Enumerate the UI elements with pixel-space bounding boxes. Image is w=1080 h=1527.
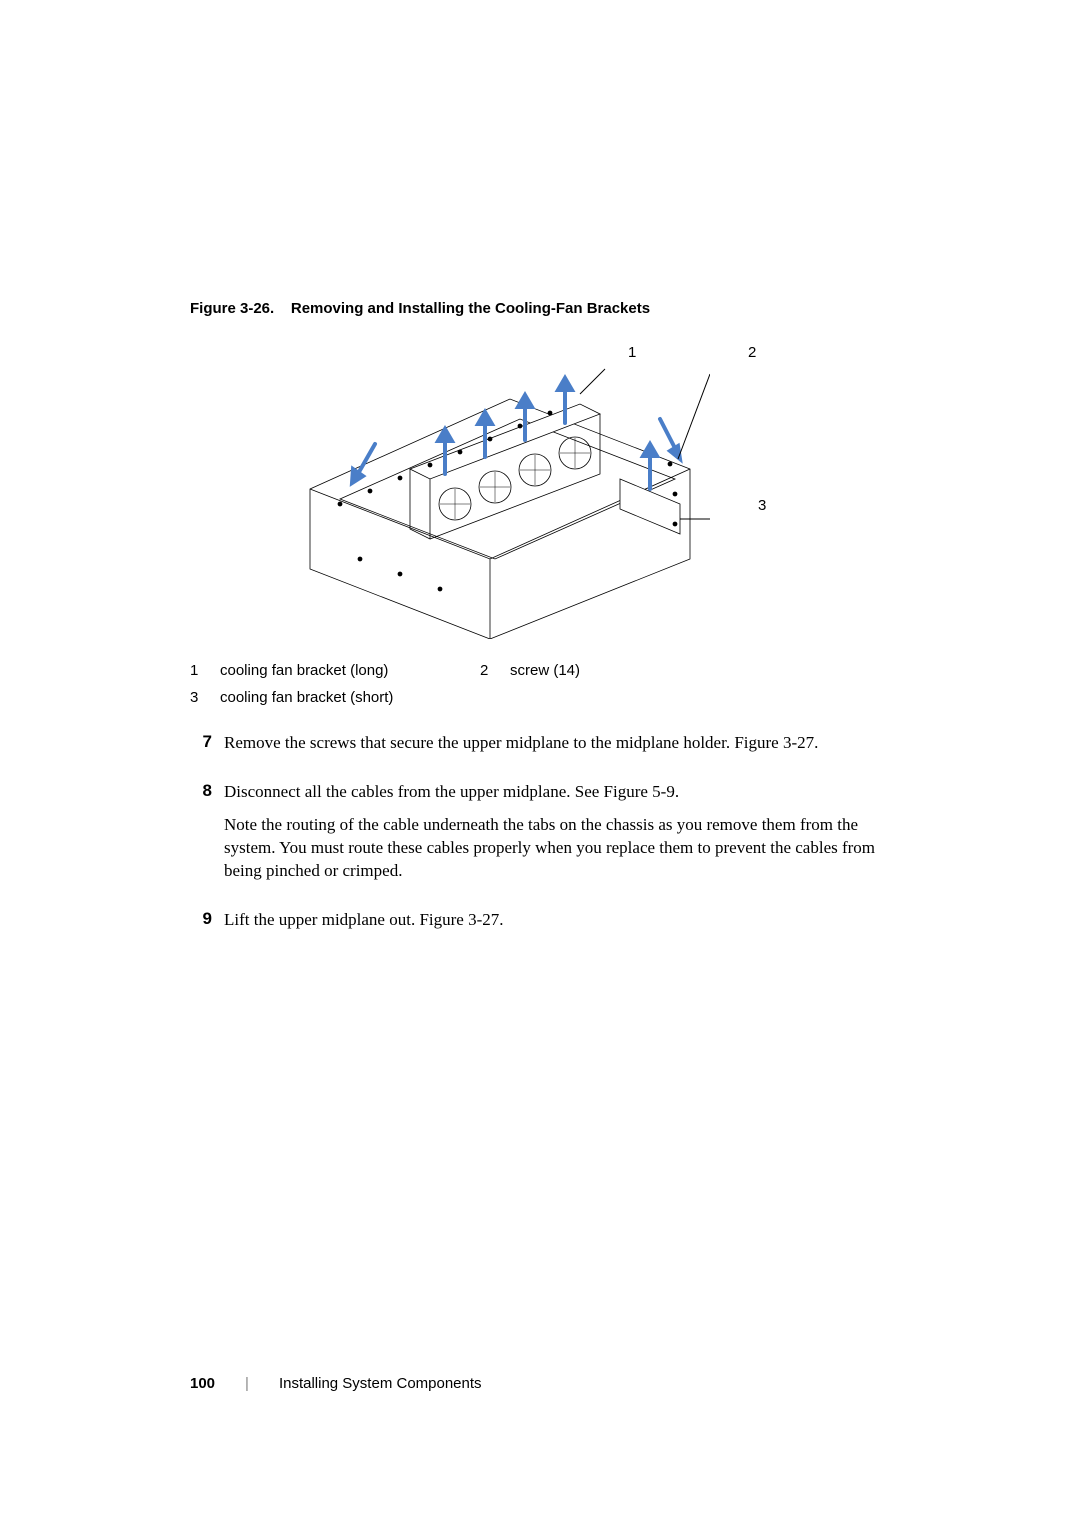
legend-num: 2 — [480, 662, 510, 679]
legend-row: 3 cooling fan bracket (short) — [190, 689, 900, 706]
section-title: Installing System Components — [279, 1375, 482, 1392]
figure-diagram: 1 2 3 — [280, 339, 760, 644]
step-body: Remove the screws that secure the upper … — [224, 732, 900, 765]
step-text: Disconnect all the cables from the upper… — [224, 781, 900, 804]
step-item: 9 Lift the upper midplane out. Figure 3-… — [190, 909, 900, 942]
step-number: 7 — [190, 732, 224, 765]
document-page: Figure 3-26. Removing and Installing the… — [0, 0, 1080, 1527]
instruction-steps: 7 Remove the screws that secure the uppe… — [190, 732, 900, 942]
legend-row: 1 cooling fan bracket (long) 2 screw (14… — [190, 662, 900, 679]
step-number: 8 — [190, 781, 224, 893]
step-body: Lift the upper midplane out. Figure 3-27… — [224, 909, 900, 942]
legend-num: 3 — [190, 689, 220, 706]
callout-3: 3 — [758, 497, 766, 514]
figure-legend: 1 cooling fan bracket (long) 2 screw (14… — [190, 662, 900, 706]
figure-title: Figure 3-26. Removing and Installing the… — [190, 300, 900, 317]
step-item: 7 Remove the screws that secure the uppe… — [190, 732, 900, 765]
step-text: Lift the upper midplane out. Figure 3-27… — [224, 909, 900, 932]
callout-2: 2 — [748, 344, 756, 361]
figure-label: Figure 3-26. — [190, 300, 274, 317]
legend-text: cooling fan bracket (short) — [220, 689, 480, 706]
page-footer: 100 | Installing System Components — [190, 1375, 482, 1392]
footer-separator: | — [245, 1375, 249, 1392]
step-body: Disconnect all the cables from the upper… — [224, 781, 900, 893]
callout-1: 1 — [628, 344, 636, 361]
step-number: 9 — [190, 909, 224, 942]
step-text: Remove the screws that secure the upper … — [224, 732, 900, 755]
legend-text: cooling fan bracket (long) — [220, 662, 480, 679]
figure-caption: Removing and Installing the Cooling-Fan … — [291, 300, 650, 317]
legend-num: 1 — [190, 662, 220, 679]
legend-text: screw (14) — [510, 662, 770, 679]
step-item: 8 Disconnect all the cables from the upp… — [190, 781, 900, 893]
step-text: Note the routing of the cable underneath… — [224, 814, 900, 883]
page-number: 100 — [190, 1375, 215, 1392]
chassis-illustration — [280, 359, 710, 639]
